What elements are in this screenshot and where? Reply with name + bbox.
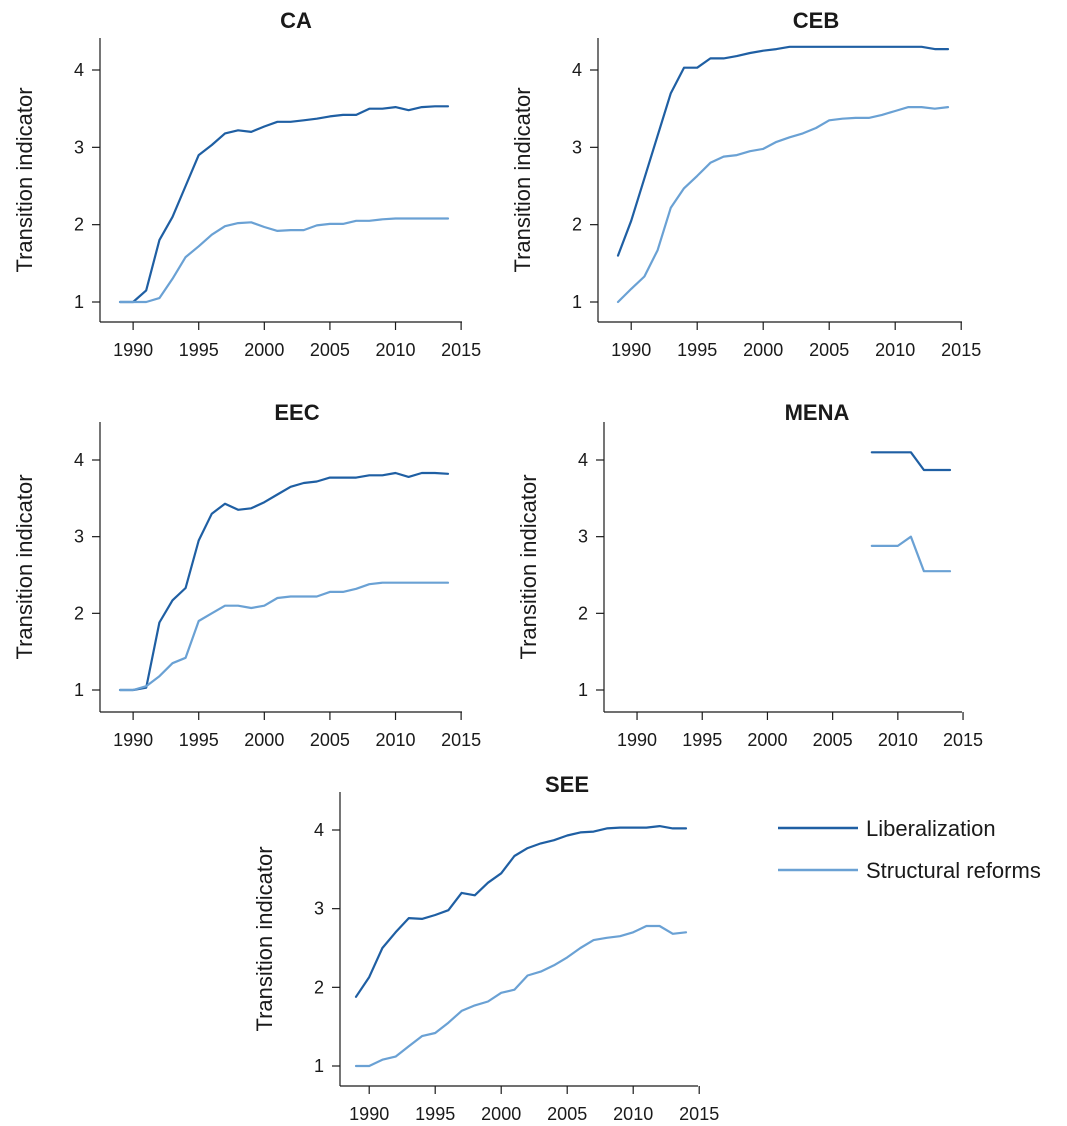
legend-label-liberalization: Liberalization — [866, 816, 996, 841]
x-tick-label: 1990 — [113, 340, 153, 360]
x-tick-label: 2010 — [375, 340, 415, 360]
x-tick-label: 2005 — [310, 340, 350, 360]
x-tick-label: 1995 — [677, 340, 717, 360]
y-tick-label: 3 — [578, 527, 588, 547]
panel-title: CA — [280, 8, 312, 33]
x-tick-label: 1995 — [415, 1104, 455, 1124]
y-axis-label: Transition indicator — [12, 87, 37, 272]
series-line-liberalization — [354, 824, 688, 998]
y-tick-label: 2 — [578, 603, 588, 623]
x-tick-label: 2000 — [244, 340, 284, 360]
series-line-liberalization — [870, 451, 952, 472]
x-tick-label: 1990 — [349, 1104, 389, 1124]
x-tick-label: 2000 — [743, 340, 783, 360]
chart-panel-mena: MENA Transition indicator 1 2 3 4 1990 1995 2000… — [516, 400, 983, 750]
chart-panel-ca: CA Transition indicator 1 2 3 4 1990 1995 2000 20… — [12, 8, 481, 360]
x-tick-label: 2000 — [481, 1104, 521, 1124]
y-tick-label: 4 — [74, 60, 84, 80]
x-tick-label: 1995 — [682, 730, 722, 750]
x-tick-label: 2000 — [747, 730, 787, 750]
y-tick-label: 3 — [74, 137, 84, 157]
y-tick-label: 2 — [74, 215, 84, 235]
panel-title: CEB — [793, 8, 839, 33]
panel-title: EEC — [274, 400, 319, 425]
x-tick-label: 2010 — [375, 730, 415, 750]
legend-label-structural-reforms: Structural reforms — [866, 858, 1041, 883]
x-tick-label: 1990 — [113, 730, 153, 750]
y-tick-label: 4 — [572, 60, 582, 80]
x-tick-label: 2015 — [441, 340, 481, 360]
series-line-liberalization — [616, 45, 950, 257]
y-axis-label: Transition indicator — [510, 87, 535, 272]
x-tick-label: 2010 — [878, 730, 918, 750]
x-tick-label: 2015 — [941, 340, 981, 360]
y-axis-label: Transition indicator — [516, 474, 541, 659]
y-tick-label: 4 — [314, 820, 324, 840]
x-tick-label: 2005 — [547, 1104, 587, 1124]
legend: Liberalization Structural reforms — [778, 816, 1041, 883]
y-tick-label: 4 — [578, 450, 588, 470]
series-line-liberalization — [118, 105, 450, 304]
x-tick-label: 2015 — [943, 730, 983, 750]
x-tick-label: 2000 — [244, 730, 284, 750]
x-tick-label: 1990 — [611, 340, 651, 360]
y-tick-label: 3 — [74, 527, 84, 547]
x-tick-label: 2010 — [875, 340, 915, 360]
y-tick-label: 1 — [314, 1056, 324, 1076]
y-tick-label: 2 — [572, 215, 582, 235]
x-tick-label: 2005 — [809, 340, 849, 360]
y-tick-label: 2 — [74, 603, 84, 623]
y-tick-label: 1 — [578, 680, 588, 700]
x-tick-label: 1995 — [179, 730, 219, 750]
x-tick-label: 2015 — [679, 1104, 719, 1124]
chart-panel-ceb: CEB Transition indicator 1 2 3 4 1990 1995 2000 2… — [510, 8, 981, 360]
series-line-structural-reforms — [118, 217, 450, 304]
series-line-structural-reforms — [118, 581, 450, 692]
x-tick-label: 2005 — [310, 730, 350, 750]
y-tick-label: 2 — [314, 977, 324, 997]
y-tick-label: 1 — [74, 680, 84, 700]
chart-panel-eec: EEC Transition indicator 1 2 3 4 1990 1995 2000 2… — [12, 400, 481, 750]
y-axis-label: Transition indicator — [12, 474, 37, 659]
x-tick-label: 2015 — [441, 730, 481, 750]
chart-panel-see: SEE Transition indicator 1 2 3 4 1990 1995 2000 2… — [252, 772, 719, 1124]
panel-title: SEE — [545, 772, 589, 797]
series-line-structural-reforms — [616, 105, 950, 304]
panel-title: MENA — [785, 400, 850, 425]
series-line-structural-reforms — [354, 924, 688, 1068]
y-tick-label: 4 — [74, 450, 84, 470]
series-line-structural-reforms — [870, 535, 952, 573]
y-tick-label: 3 — [572, 137, 582, 157]
series-line-liberalization — [118, 471, 450, 692]
x-tick-label: 2010 — [613, 1104, 653, 1124]
x-tick-label: 1990 — [617, 730, 657, 750]
x-tick-label: 1995 — [179, 340, 219, 360]
y-tick-label: 3 — [314, 899, 324, 919]
y-axis-label: Transition indicator — [252, 846, 277, 1031]
y-tick-label: 1 — [74, 292, 84, 312]
x-tick-label: 2005 — [813, 730, 853, 750]
y-tick-label: 1 — [572, 292, 582, 312]
